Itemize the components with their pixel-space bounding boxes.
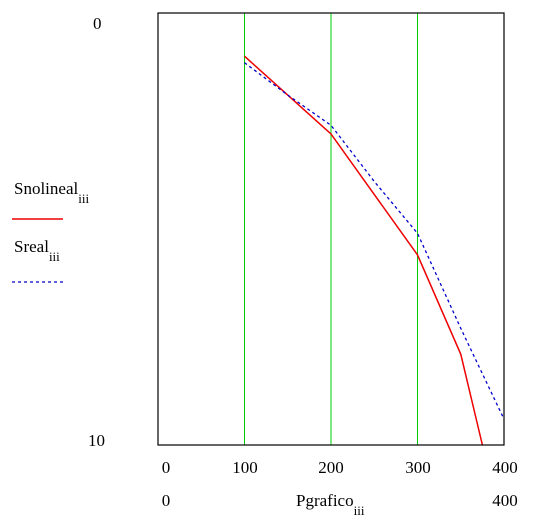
series-layer xyxy=(243,55,505,446)
legend-series-2-label: Srealiii xyxy=(14,237,60,264)
grid-layer xyxy=(244,13,418,445)
x-tick-label-0: 0 xyxy=(162,458,171,477)
legend-series-1-label: Snolinealiii xyxy=(14,179,89,206)
x-tick-label-100: 100 xyxy=(232,458,258,477)
y-range-top-label: 0 xyxy=(93,14,102,33)
x-tick-label-400: 400 xyxy=(492,458,518,477)
x-tick-label-200: 200 xyxy=(318,458,344,477)
y-range-bottom-label: 10 xyxy=(88,431,105,450)
legend: Snolinealiii Srealiii xyxy=(12,179,89,283)
x-tick-label-300: 300 xyxy=(405,458,431,477)
series-1-line-snolineal xyxy=(243,55,484,446)
series-2-line-sreal xyxy=(244,62,505,420)
x-axis-title: Pgraficoiii xyxy=(296,491,365,518)
x-range-left-label: 0 xyxy=(162,491,171,510)
plot-frame xyxy=(157,12,505,446)
x-range-right-label: 400 xyxy=(492,491,518,510)
x-tick-labels: 0 100 200 300 400 xyxy=(162,458,518,477)
